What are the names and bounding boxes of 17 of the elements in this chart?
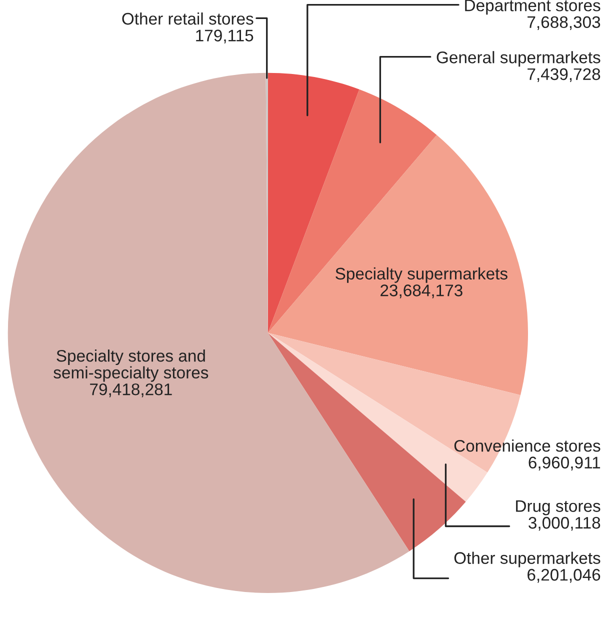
slice-label: Other supermarkets bbox=[454, 552, 600, 568]
data-label: 6,960,911 bbox=[528, 456, 600, 470]
data-label: 7,439,728 bbox=[528, 68, 600, 82]
slice-label: General supermarkets bbox=[436, 51, 600, 67]
data-label: 6,201,046 bbox=[528, 568, 600, 583]
slice-label: Department stores bbox=[465, 0, 600, 15]
pie-slice bbox=[268, 135, 528, 396]
data-label: 179,115 bbox=[196, 30, 254, 44]
data-label: 7,688,303 bbox=[528, 16, 600, 30]
data-label: 3,000,118 bbox=[528, 516, 600, 531]
data-label: 79,418,281 bbox=[90, 383, 172, 398]
slice-label: Convenience stores bbox=[454, 440, 600, 452]
slice-label: Specialty supermarkets bbox=[336, 267, 508, 283]
slice-label: Specialty stores and semi-specialty stores bbox=[54, 350, 208, 382]
slice-label: Drug stores bbox=[516, 500, 600, 516]
data-label: 23,684,173 bbox=[380, 284, 462, 298]
slice-label: Other retail stores bbox=[122, 12, 254, 25]
